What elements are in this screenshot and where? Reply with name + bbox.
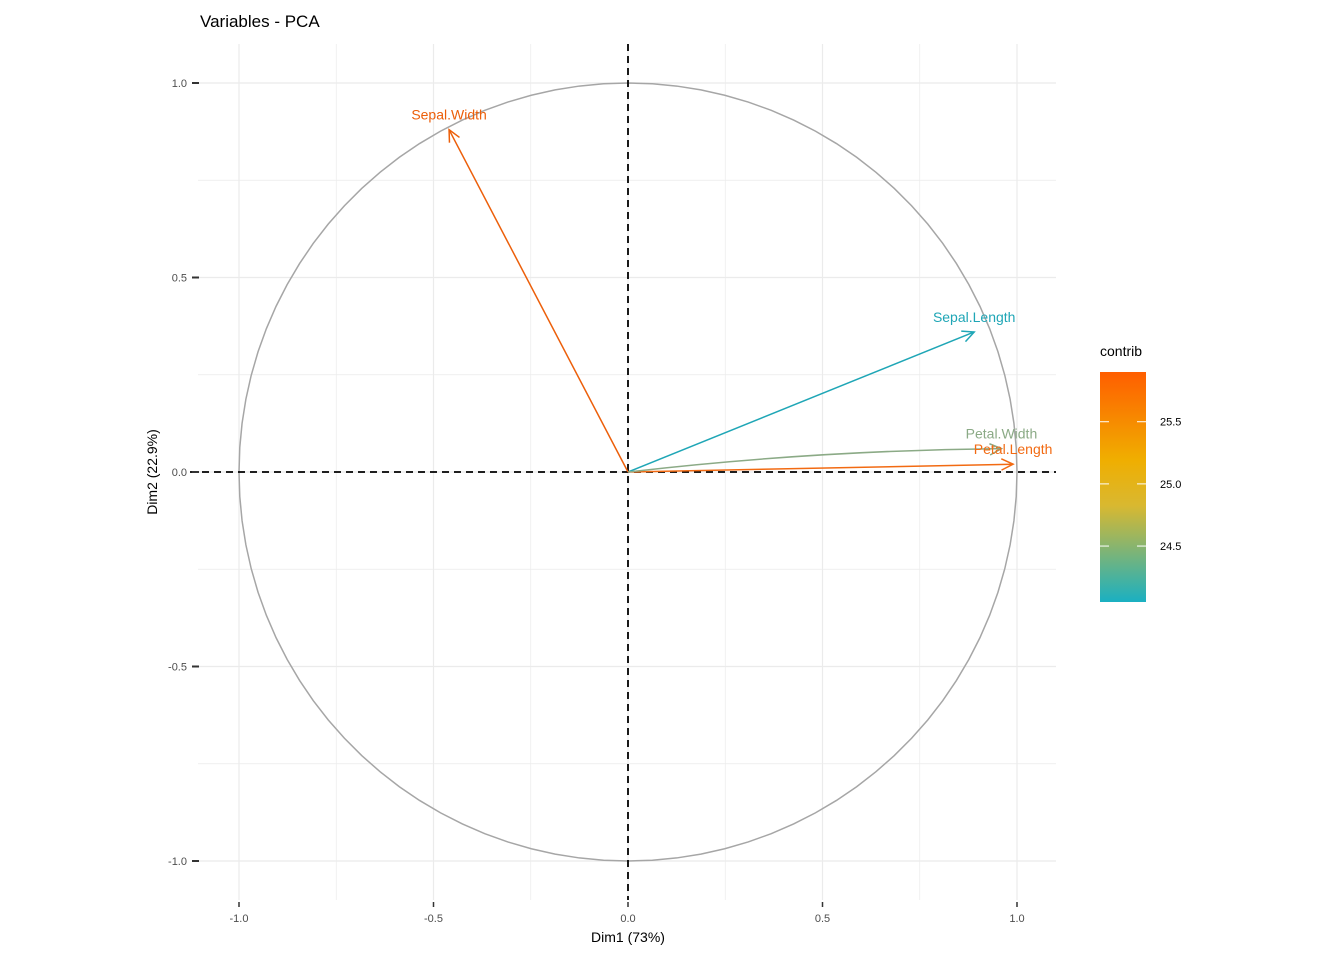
legend-title: contrib [1100, 343, 1142, 359]
x-tick-label: 1.0 [1009, 913, 1024, 925]
legend: contrib 24.5 25.0 25.5 [1100, 343, 1181, 602]
x-tick-label: -0.5 [424, 913, 443, 925]
arrow-head [961, 330, 976, 343]
legend-ticks: 24.5 25.0 25.5 [1100, 417, 1181, 553]
arrow-petal-length [627, 458, 1015, 473]
arrow-petal-width [627, 443, 1004, 473]
legend-tick-label: 24.5 [1160, 541, 1181, 553]
arrow-sepal-width [448, 128, 629, 473]
x-tick-label: 0.0 [620, 913, 635, 925]
variable-arrows [448, 128, 1015, 473]
variable-labels: Sepal.Length Sepal.Width Petal.LengthPetal… [411, 107, 1052, 458]
y-axis-ticks: -1.0 -0.5 0.0 0.5 1.0 [168, 78, 199, 868]
x-tick-label: -1.0 [230, 913, 249, 925]
y-tick-label: 1.0 [172, 78, 187, 90]
arrow-head [989, 443, 1004, 456]
legend-tick-label: 25.0 [1160, 479, 1181, 491]
x-axis-title: Dim1 (73%) [591, 929, 665, 945]
label-sepal-length: Sepal.Length [933, 309, 1016, 325]
label-petal-length: Petal.Length [974, 441, 1053, 457]
arrow-sepal-length [627, 330, 976, 473]
x-tick-label: 0.5 [815, 913, 830, 925]
arrow-head [448, 128, 460, 143]
reference-lines [190, 44, 1056, 900]
chart-title: Variables - PCA [200, 12, 320, 31]
arrow-shaft [448, 129, 629, 473]
arrow-shaft [627, 331, 975, 473]
y-axis-title: Dim2 (22.9%) [144, 429, 160, 515]
label-petal-width: Petal.Width [966, 426, 1038, 442]
legend-tick-label: 25.5 [1160, 417, 1181, 429]
arrow-shaft [627, 447, 1002, 473]
x-axis-ticks: -1.0 -0.5 0.0 0.5 1.0 [230, 902, 1025, 925]
arrow-head [1000, 458, 1015, 471]
y-tick-label: -1.0 [168, 856, 187, 868]
label-sepal-width: Sepal.Width [411, 107, 486, 123]
y-tick-label: 0.0 [172, 467, 187, 479]
legend-colorbar [1100, 372, 1146, 602]
y-tick-label: -0.5 [168, 662, 187, 674]
y-tick-label: 0.5 [172, 273, 187, 285]
arrow-shaft [627, 463, 1014, 473]
